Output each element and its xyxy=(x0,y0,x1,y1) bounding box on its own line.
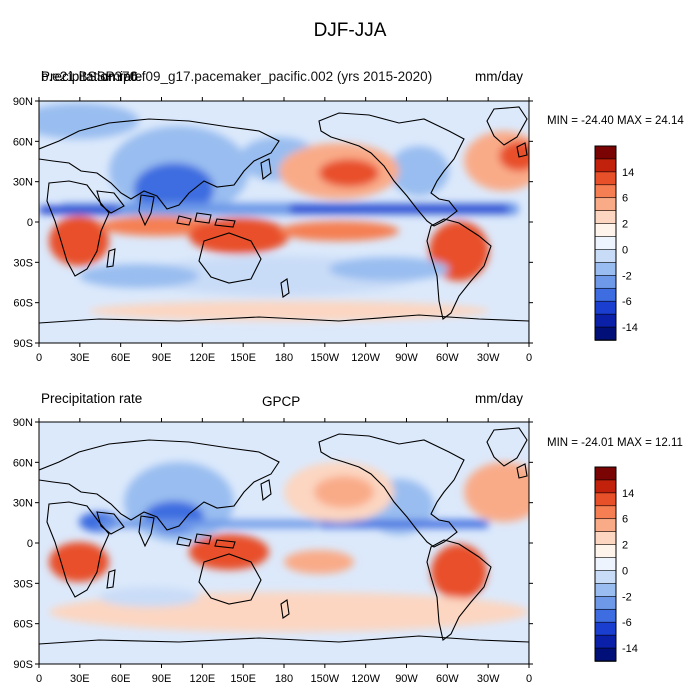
panel2-colorbar-segment xyxy=(594,531,617,546)
panel2-colorbar-segment xyxy=(594,544,617,559)
panel1-colorbar-segment xyxy=(594,158,617,173)
panel1-colorbar-frame xyxy=(594,145,617,341)
panel1-left-label: Precipitation rate xyxy=(41,69,143,84)
panel1-colorbar-label: 14 xyxy=(622,167,634,179)
panel2-lat-label: 60N xyxy=(13,457,33,469)
panel1-lat-label: 30S xyxy=(13,257,33,269)
panel1-lon-label: 0 xyxy=(36,352,42,364)
panel1-lon-label: 60E xyxy=(111,352,131,364)
panel2-colorbar-segment xyxy=(594,518,617,533)
panel2-colorbar-segment xyxy=(594,608,617,623)
panel2-colorbar-label: 14 xyxy=(622,488,634,500)
panel1-colorbar-segment xyxy=(594,326,617,341)
panel1-colorbar-segment xyxy=(594,145,617,160)
panel1-colorbar-segment xyxy=(594,275,617,290)
panel2-colorbar-label: 2 xyxy=(622,540,628,552)
panel2-lon-label: 60E xyxy=(111,673,131,685)
panel1-colorbar-segment xyxy=(594,210,617,225)
panel2-colorbar-segment xyxy=(594,621,617,636)
panel2-lon-label: 0 xyxy=(36,673,42,685)
panel2-lon-label: 120W xyxy=(351,673,380,685)
panel2-colorbar-segment xyxy=(594,492,617,507)
panel1-lat-label: 30N xyxy=(13,177,33,189)
panel1-colorbar-label: -14 xyxy=(622,322,638,334)
panel1-lat-label: 90S xyxy=(13,338,33,350)
panel2-colorbar-label: -6 xyxy=(622,617,632,629)
panel2-colorbar-segment xyxy=(594,583,617,598)
panel1-lon-label: 150E xyxy=(230,352,256,364)
panel2-lon-label: 90W xyxy=(395,673,418,685)
panel1-colorbar-segment xyxy=(594,197,617,212)
panel1-lon-label: 30W xyxy=(477,352,500,364)
panel1-colorbar-segment xyxy=(594,184,617,199)
panel1-colorbar-segment xyxy=(594,249,617,264)
panel2-units: mm/day xyxy=(475,391,524,406)
panel2-colorbar-segment xyxy=(594,596,617,611)
panel2-lon-label: 150W xyxy=(310,673,339,685)
panel1-units: mm/day xyxy=(475,69,524,84)
panel2-colorbar-label: -2 xyxy=(622,591,632,603)
panel2-colorbar-label: 0 xyxy=(622,565,628,577)
panel2-colorbar-segment xyxy=(594,466,617,481)
panel1-colorbar-label: -6 xyxy=(622,296,632,308)
panel1-lat-label: 0 xyxy=(27,217,33,229)
panel1-colorbar-label: 0 xyxy=(622,244,628,256)
panel2-lon-label: 60W xyxy=(436,673,459,685)
panel2-colorbar-segment xyxy=(594,479,617,494)
panel2-lat-label: 90S xyxy=(13,659,33,671)
panel1-colorbar-label: -2 xyxy=(622,270,632,282)
panel1-lon-label: 0 xyxy=(526,352,532,364)
panel1-case-label: b.e21.BSSP370 xyxy=(41,69,138,84)
panel2-colorbar-segment xyxy=(594,505,617,520)
panel1-colorbar-segment xyxy=(594,236,617,251)
panel2-map xyxy=(38,421,530,665)
panel2-colorbar-label: 6 xyxy=(622,514,628,526)
panel2-colorbar-segment xyxy=(594,570,617,585)
figure-title: DJF-JJA xyxy=(313,20,387,41)
panel2-lat-label: 60S xyxy=(13,619,33,631)
panel2-colorbar-segment xyxy=(594,557,617,572)
panel1-lon-label: 120W xyxy=(351,352,380,364)
panel2-colorbar-label: -14 xyxy=(622,643,638,655)
panel2-lat-label: 0 xyxy=(27,538,33,550)
panel1-lon-label: 90W xyxy=(395,352,418,364)
panel2-colorbar-segment xyxy=(594,647,617,662)
panel2-lat-label: 30N xyxy=(13,498,33,510)
panel2-colorbar-frame xyxy=(594,466,617,662)
panel2-minmax: MIN = -24.01 MAX = 12.11 xyxy=(547,437,683,449)
panel2-lon-label: 30W xyxy=(477,673,500,685)
panel1-lat-label: 60N xyxy=(13,136,33,148)
panel1-colorbar-segment xyxy=(594,223,617,238)
panel1-lon-label: 120E xyxy=(189,352,215,364)
panel1-center-label: cmip6.f09_g17.pacemaker_pacific.002 (yrs… xyxy=(102,69,433,84)
panel2-lon-label: 90E xyxy=(152,673,172,685)
panel2-colorbar-segment xyxy=(594,634,617,649)
panel1-lon-label: 90E xyxy=(152,352,172,364)
panel1-colorbar-segment xyxy=(594,300,617,315)
panel1-colorbar-segment xyxy=(594,171,617,186)
panel1-lon-label: 60W xyxy=(436,352,459,364)
panel1-colorbar-segment xyxy=(594,262,617,277)
panel1-map xyxy=(38,100,530,344)
panel1-lat-label: 60S xyxy=(13,298,33,310)
panel2-left-label: Precipitation rate xyxy=(41,391,143,406)
panel1-colorbar-segment xyxy=(594,287,617,302)
panel1-lon-label: 30E xyxy=(70,352,90,364)
panel2-lon-label: 0 xyxy=(526,673,532,685)
panel1-colorbar-label: 6 xyxy=(622,193,628,205)
panel1-lon-label: 180 xyxy=(275,352,293,364)
panel2-lon-label: 30E xyxy=(70,673,90,685)
panel1-lat-label: 90N xyxy=(13,96,33,108)
panel2-lon-label: 180 xyxy=(275,673,293,685)
panel2-lon-label: 150E xyxy=(230,673,256,685)
panel2-center-label: GPCP xyxy=(262,394,301,409)
panel1-colorbar-label: 2 xyxy=(622,219,628,231)
panel2-lat-label: 90N xyxy=(13,417,33,429)
panel1-colorbar-segment xyxy=(594,313,617,328)
panel1-lon-label: 150W xyxy=(310,352,339,364)
panel2-lon-label: 120E xyxy=(189,673,215,685)
panel2-lat-label: 30S xyxy=(13,578,33,590)
panel1-minmax: MIN = -24.40 MAX = 24.14 xyxy=(547,115,684,127)
